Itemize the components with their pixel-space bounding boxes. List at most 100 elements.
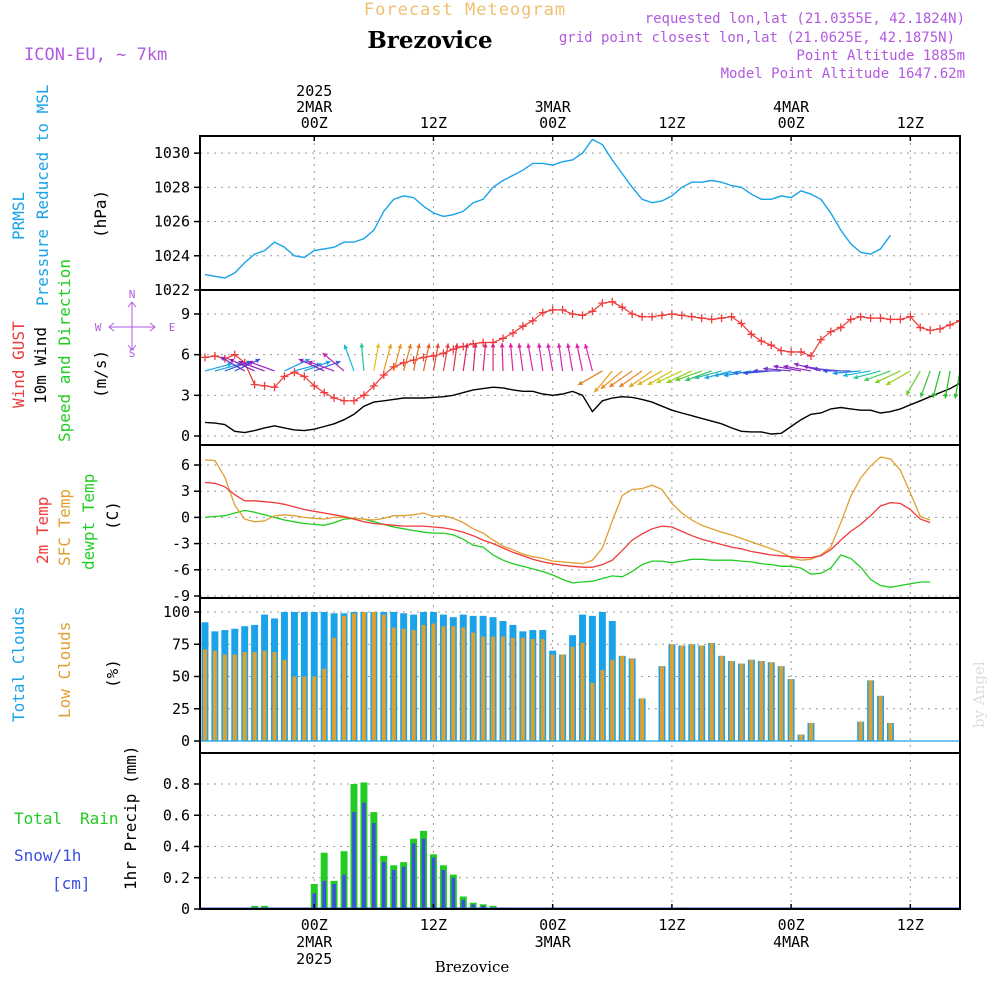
wind-10m-label: 10m Wind bbox=[31, 327, 50, 404]
low-clouds-bar bbox=[232, 654, 237, 741]
snow-bar bbox=[382, 862, 386, 909]
gust-marker bbox=[349, 396, 358, 405]
wind-arrow-head bbox=[953, 393, 959, 399]
gust-marker bbox=[200, 353, 209, 362]
gust-marker bbox=[896, 315, 905, 324]
y-tick-label: 75 bbox=[172, 635, 190, 653]
time-label-top: 3MAR bbox=[535, 98, 572, 116]
low-clouds-bar bbox=[729, 661, 734, 741]
gust-marker bbox=[876, 314, 885, 323]
wind-arrow bbox=[307, 360, 335, 372]
wind-arrow bbox=[931, 370, 941, 399]
wind-arrow bbox=[763, 366, 792, 372]
snow-unit-label: [cm] bbox=[52, 874, 91, 893]
precip-axis-label: 1hr Precip (mm) bbox=[121, 746, 140, 891]
wind-arrow bbox=[885, 370, 911, 386]
snow-bar bbox=[411, 843, 416, 909]
wind-arrow-head bbox=[322, 352, 328, 358]
time-label-top: 2MAR bbox=[296, 98, 333, 116]
wind-arrow-shaft bbox=[452, 343, 458, 372]
low-clouds-bar bbox=[421, 624, 426, 741]
gust-marker bbox=[846, 315, 855, 324]
snow-bar bbox=[391, 869, 396, 909]
y-tick-label: 9 bbox=[181, 305, 190, 323]
wind-arrow bbox=[863, 370, 891, 382]
wind-arrow bbox=[832, 370, 861, 376]
wind-arrow-shaft bbox=[647, 370, 673, 386]
time-label-bottom: 2MAR bbox=[296, 933, 333, 951]
low-clouds-bar bbox=[461, 627, 466, 741]
y-tick-label: -6 bbox=[172, 561, 190, 579]
time-label-top: 2025 bbox=[296, 82, 332, 100]
wind-arrow-head bbox=[499, 342, 505, 348]
low-clouds-bar bbox=[590, 682, 595, 741]
wind-arrow bbox=[452, 343, 459, 372]
low-clouds-bar bbox=[739, 663, 744, 741]
wind-arrow-shaft bbox=[863, 370, 891, 382]
wind-arrow-shaft bbox=[576, 343, 584, 372]
wind-arrow bbox=[298, 358, 325, 372]
wind-arrow-shaft bbox=[442, 343, 449, 372]
wind-arrow bbox=[919, 370, 931, 398]
y-tick-label: 0.8 bbox=[163, 775, 190, 793]
wind-arrow-shaft bbox=[675, 370, 702, 382]
wind-arrow bbox=[517, 343, 524, 372]
gust-marker bbox=[856, 312, 865, 321]
wind-arrow-shaft bbox=[874, 370, 901, 384]
wind-arrow-head bbox=[472, 343, 478, 348]
wind-arrow-shaft bbox=[628, 370, 653, 388]
wind-arrow-shaft bbox=[373, 343, 380, 372]
wind-arrow-head bbox=[343, 344, 349, 350]
snow-bar bbox=[471, 904, 475, 909]
gust-marker bbox=[906, 312, 915, 321]
temp2m-line bbox=[204, 481, 931, 568]
gust-marker bbox=[648, 312, 657, 321]
low-clouds-bar bbox=[620, 655, 625, 741]
wind-arrow-shaft bbox=[905, 370, 921, 396]
low-clouds-bar bbox=[888, 722, 893, 741]
wind-arrow-head bbox=[619, 382, 625, 387]
wind-arrow-head bbox=[508, 343, 514, 348]
wind-arrow bbox=[583, 343, 593, 372]
wind-arrow-shaft bbox=[832, 370, 861, 374]
gust-marker bbox=[518, 322, 527, 331]
low-clouds-bar bbox=[491, 636, 496, 741]
snow-bar bbox=[372, 823, 376, 909]
wind-arrow-head bbox=[666, 378, 672, 384]
compass-north: N bbox=[129, 288, 136, 301]
wind-arrow-head bbox=[445, 343, 450, 349]
wind-arrow bbox=[383, 343, 393, 372]
gust-marker bbox=[270, 383, 279, 392]
gust-marker bbox=[588, 307, 597, 316]
gust-marker bbox=[836, 323, 845, 332]
gridpoint-coords: grid point closest lon,lat (21.0625E, 42… bbox=[559, 30, 955, 46]
rain-bar bbox=[261, 905, 269, 909]
wind-arrow-head bbox=[943, 393, 949, 399]
gust-marker bbox=[548, 305, 557, 314]
low-clouds-bar bbox=[312, 676, 317, 741]
y-tick-label: 3 bbox=[181, 386, 190, 404]
gust-marker bbox=[479, 338, 488, 347]
total-clouds-bar bbox=[588, 615, 596, 741]
wind-arrow bbox=[482, 342, 488, 371]
pressure-label-2: Pressure Reduced to MSL bbox=[33, 84, 52, 306]
low-clouds-bar bbox=[212, 650, 217, 741]
plot-marks bbox=[200, 138, 960, 909]
wind-arrow-head bbox=[407, 343, 413, 349]
time-label-top: 00Z bbox=[301, 114, 328, 132]
gust-marker bbox=[369, 381, 378, 390]
wind10m-line bbox=[204, 382, 960, 435]
wind-arrow bbox=[593, 370, 613, 393]
gust-marker bbox=[677, 311, 686, 320]
gust-marker bbox=[956, 316, 960, 325]
footer-location: Brezovice bbox=[435, 958, 510, 976]
wind-arrow-head bbox=[238, 360, 244, 366]
wind-arrow bbox=[284, 358, 311, 372]
wind-arrow-shaft bbox=[637, 370, 663, 386]
wind-arrow-head bbox=[637, 380, 643, 385]
gust-marker bbox=[300, 372, 309, 381]
wind-arrow bbox=[322, 352, 345, 372]
wind-arrow bbox=[422, 343, 431, 372]
gust-marker bbox=[826, 327, 835, 336]
wind-arrow-head bbox=[220, 356, 226, 362]
